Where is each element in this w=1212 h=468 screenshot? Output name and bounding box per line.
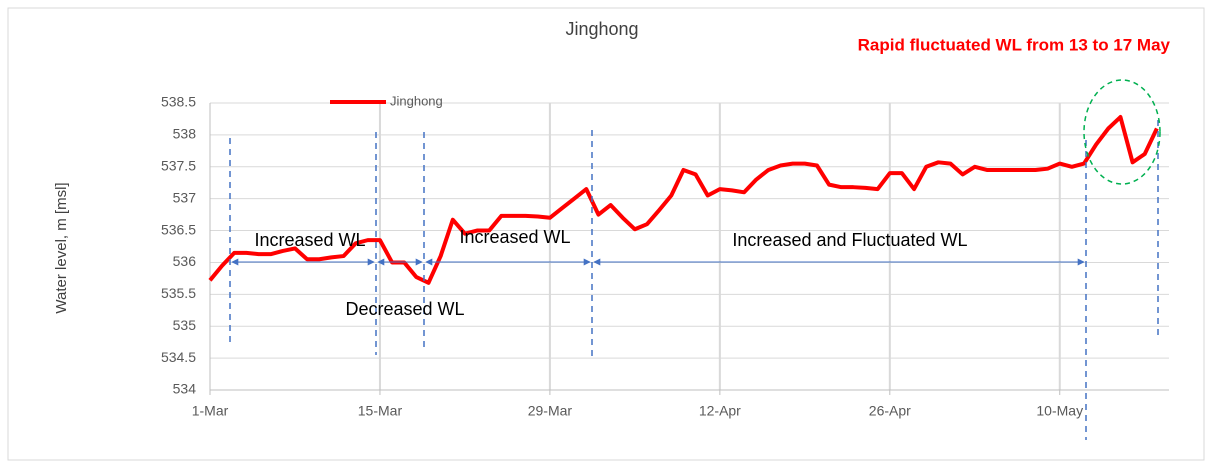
y-tick-label: 538 bbox=[173, 126, 197, 142]
chart-frame bbox=[7, 7, 1205, 461]
x-tick-label: 12-Apr bbox=[699, 403, 741, 419]
x-tick-label: 26-Apr bbox=[869, 403, 911, 419]
chart-title: Jinghong bbox=[565, 19, 638, 39]
annotation: Increased WL bbox=[254, 230, 365, 250]
x-tick-label: 1-Mar bbox=[192, 403, 229, 419]
y-axis-label: Water level, m [msl] bbox=[53, 182, 70, 313]
y-tick-label: 537 bbox=[173, 189, 197, 205]
annotation-layer bbox=[229, 79, 1161, 440]
line-series bbox=[208, 115, 1159, 285]
y-tick-label: 538.5 bbox=[161, 94, 196, 110]
legend-label: Jinghong bbox=[390, 93, 443, 108]
y-tick-label: 535 bbox=[173, 317, 197, 333]
annotation: Increased WL bbox=[459, 227, 570, 247]
annotation: Decreased WL bbox=[345, 299, 464, 319]
y-tick-label: 536 bbox=[173, 253, 197, 269]
x-tick-label: 15-Mar bbox=[358, 403, 403, 419]
marks: Jinghong bbox=[208, 93, 1159, 285]
y-tick-label: 534 bbox=[173, 381, 197, 397]
y-tick-label: 536.5 bbox=[161, 221, 196, 237]
annotation-highlight: Rapid fluctuated WL from 13 to 17 May bbox=[858, 35, 1171, 54]
y-tick-label: 534.5 bbox=[161, 349, 196, 365]
annotation: Increased and Fluctuated WL bbox=[732, 230, 967, 250]
highlight-ellipse bbox=[1083, 79, 1161, 185]
x-tick-label: 10-May bbox=[1036, 403, 1083, 419]
y-tick-label: 535.5 bbox=[161, 285, 196, 301]
x-tick-label: 29-Mar bbox=[528, 403, 573, 419]
y-tick-label: 537.5 bbox=[161, 157, 196, 173]
